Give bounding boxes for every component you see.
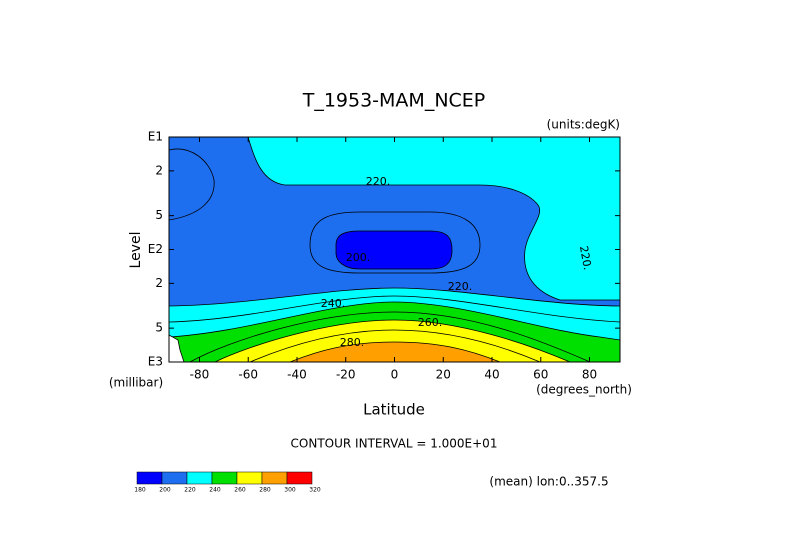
contour-line [169,148,215,221]
contour-label: 220. [577,245,594,271]
colorbar-box [236,471,263,485]
colorbar-box [286,471,313,485]
contour-label: 200. [346,251,371,264]
colorbar-box [211,471,238,485]
contour-label: 220. [366,175,391,188]
colorbar-label: 240 [209,487,221,494]
x-unit: (degrees_north) [536,383,632,397]
contour-label: 260. [418,316,443,329]
colorbar-box [161,471,188,485]
chart-title: T_1953-MAM_NCEP [302,90,486,112]
contour-line [309,211,481,274]
y-tick-label: 5 [155,321,163,335]
colorbar-label: 280 [259,487,271,494]
y-tick-label: E3 [148,355,163,369]
field [169,137,620,362]
x-tick-label: 0 [391,368,399,382]
region-180 [335,230,453,270]
x-tick-label: 60 [533,368,548,382]
colorbar-box [136,471,163,485]
x-tick-label: 80 [582,368,597,382]
region-220 [247,137,620,301]
colorbar-label: 320 [309,487,321,494]
x-tick-label: -20 [336,368,356,382]
contour-label: 220. [448,280,473,293]
y-axis-label: Level [128,232,144,269]
x-tick-label: -40 [287,368,307,382]
x-tick-label: -80 [190,368,210,382]
units-note: (units:degK) [547,118,620,132]
region-280 [289,341,501,362]
colorbar-box [261,471,288,485]
x-tick-label: -60 [238,368,258,382]
y-unit: (millibar) [109,376,163,390]
contour-label: 240. [321,297,346,310]
y-tick-label: 2 [155,163,163,177]
x-tick-label: 40 [484,368,499,382]
y-tick-label: E2 [148,242,163,256]
x-tick-label: 20 [436,368,451,382]
colorbar-label: 260 [234,487,246,494]
colorbar-label: 200 [159,487,171,494]
y-tick-label: 5 [155,208,163,222]
x-axis-label: Latitude [363,401,425,419]
y-tick-label: 2 [155,276,163,290]
colorbar-label: 300 [284,487,296,494]
contour-label: 280. [340,336,365,349]
missing [169,334,185,362]
colorbar-label: 180 [134,487,146,494]
colorbar-box [186,471,213,485]
footnote: (mean) lon:0..357.5 [489,475,608,489]
colorbar-label: 220 [184,487,196,494]
contour-interval: CONTOUR INTERVAL = 1.000E+01 [291,437,498,451]
y-tick-label: E1 [148,130,163,144]
